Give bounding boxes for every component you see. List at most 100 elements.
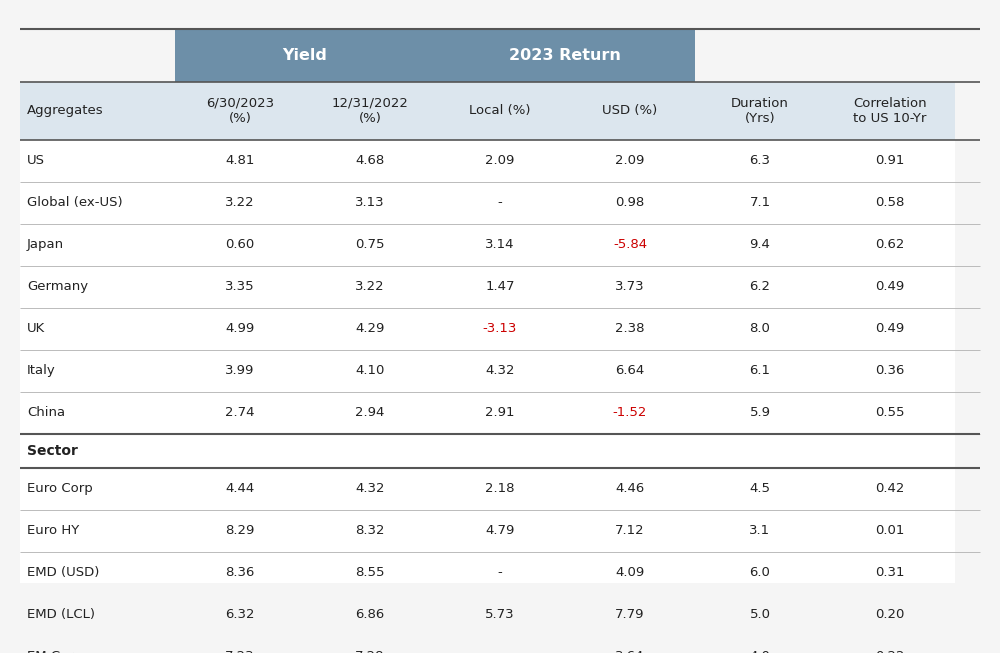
Bar <box>435 594 565 635</box>
Bar <box>825 308 955 350</box>
Text: 2.09: 2.09 <box>615 155 645 167</box>
Text: 3.22: 3.22 <box>225 197 255 210</box>
Bar <box>20 434 175 468</box>
Bar <box>305 510 435 552</box>
Text: US: US <box>27 155 45 167</box>
Bar <box>695 392 825 434</box>
Bar <box>435 552 565 594</box>
Text: 4.68: 4.68 <box>355 155 385 167</box>
Bar <box>20 635 175 653</box>
Text: 0.58: 0.58 <box>875 197 905 210</box>
Bar <box>305 392 435 434</box>
Text: 7.28: 7.28 <box>355 650 385 653</box>
Text: -: - <box>498 650 502 653</box>
Text: EMD (LCL): EMD (LCL) <box>27 608 95 621</box>
Bar <box>175 140 305 182</box>
Text: 3.99: 3.99 <box>225 364 255 377</box>
Text: China: China <box>27 406 65 419</box>
Text: 6.32: 6.32 <box>225 608 255 621</box>
Text: 2.74: 2.74 <box>225 406 255 419</box>
Bar <box>435 224 565 266</box>
Text: Japan: Japan <box>27 238 64 251</box>
Bar <box>175 434 305 468</box>
Bar <box>20 552 175 594</box>
Bar <box>305 594 435 635</box>
Text: 2.94: 2.94 <box>355 406 385 419</box>
Bar <box>695 635 825 653</box>
Text: 5.9: 5.9 <box>750 406 770 419</box>
Bar <box>20 140 175 182</box>
Bar <box>825 552 955 594</box>
Text: 3.22: 3.22 <box>355 280 385 293</box>
Text: USD (%): USD (%) <box>602 104 658 118</box>
Bar <box>20 266 175 308</box>
Bar <box>435 82 565 140</box>
Bar <box>305 635 435 653</box>
Bar <box>565 510 695 552</box>
Bar <box>695 182 825 224</box>
Bar <box>20 468 175 510</box>
Bar <box>565 350 695 392</box>
Text: 5.0: 5.0 <box>750 608 770 621</box>
Bar <box>695 266 825 308</box>
Bar <box>20 350 175 392</box>
Bar <box>695 468 825 510</box>
Text: 12/31/2022
(%): 12/31/2022 (%) <box>332 97 408 125</box>
Bar <box>565 434 695 468</box>
Text: 7.23: 7.23 <box>225 650 255 653</box>
Bar <box>565 224 695 266</box>
Bar <box>695 510 825 552</box>
Bar <box>175 82 305 140</box>
Bar <box>175 635 305 653</box>
Text: 0.60: 0.60 <box>225 238 255 251</box>
Text: 0.62: 0.62 <box>875 238 905 251</box>
Text: 8.29: 8.29 <box>225 524 255 537</box>
Text: 3.14: 3.14 <box>485 238 515 251</box>
Text: 0.98: 0.98 <box>615 197 645 210</box>
Bar <box>565 635 695 653</box>
Text: Germany: Germany <box>27 280 88 293</box>
Bar <box>695 350 825 392</box>
Text: -3.13: -3.13 <box>483 323 517 336</box>
Bar <box>435 308 565 350</box>
Text: 0.49: 0.49 <box>875 323 905 336</box>
Text: Sector: Sector <box>27 444 78 458</box>
Text: 6/30/2023
(%): 6/30/2023 (%) <box>206 97 274 125</box>
Text: Duration
(Yrs): Duration (Yrs) <box>731 97 789 125</box>
Bar <box>20 510 175 552</box>
Bar <box>695 140 825 182</box>
Text: 9.4: 9.4 <box>750 238 770 251</box>
Bar <box>565 308 695 350</box>
Text: 0.49: 0.49 <box>875 280 905 293</box>
Text: 4.46: 4.46 <box>615 482 645 495</box>
Bar <box>175 468 305 510</box>
Bar <box>20 82 175 140</box>
Text: Local (%): Local (%) <box>469 104 531 118</box>
Bar <box>20 224 175 266</box>
Bar <box>565 266 695 308</box>
Text: 7.79: 7.79 <box>615 608 645 621</box>
Bar <box>565 468 695 510</box>
Text: Italy: Italy <box>27 364 56 377</box>
Bar <box>825 224 955 266</box>
Bar <box>825 182 955 224</box>
Bar <box>565 392 695 434</box>
Text: 4.44: 4.44 <box>225 482 255 495</box>
Text: 8.55: 8.55 <box>355 566 385 579</box>
Text: 3.13: 3.13 <box>355 197 385 210</box>
Bar <box>435 182 565 224</box>
Bar <box>435 434 565 468</box>
Bar <box>825 140 955 182</box>
Bar <box>305 140 435 182</box>
Bar <box>175 510 305 552</box>
Bar <box>695 308 825 350</box>
Text: 2023 Return: 2023 Return <box>509 48 621 63</box>
Bar <box>565 82 695 140</box>
Bar <box>695 552 825 594</box>
Text: 8.32: 8.32 <box>355 524 385 537</box>
Text: 6.3: 6.3 <box>750 155 770 167</box>
Bar <box>435 510 565 552</box>
Bar <box>175 266 305 308</box>
Text: 1.47: 1.47 <box>485 280 515 293</box>
Text: -1.52: -1.52 <box>613 406 647 419</box>
